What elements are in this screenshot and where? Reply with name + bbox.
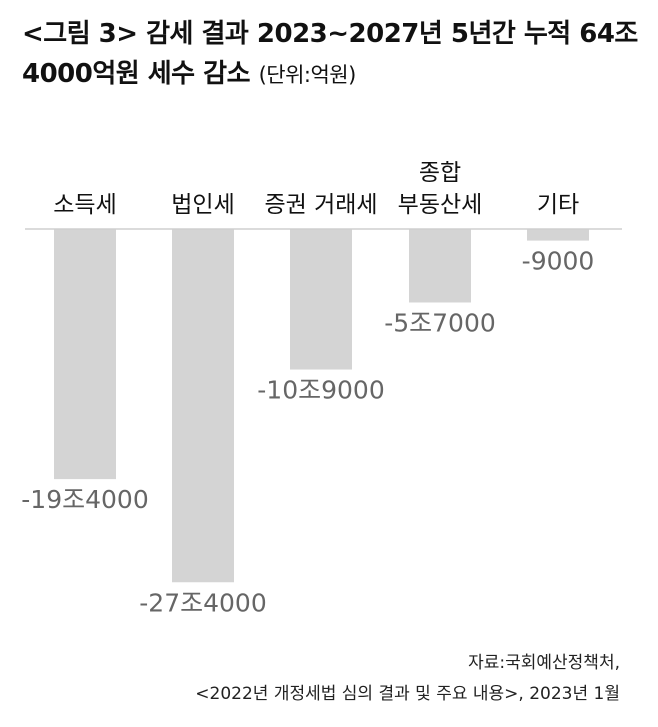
chart-title: <그림 3> 감세 결과 2023~2027년 5년간 누적 64조4000억원… [22,19,638,89]
value-label: -27조4000 [139,588,266,617]
bar [290,229,352,370]
chart-title-block: <그림 3> 감세 결과 2023~2027년 5년간 누적 64조4000억원… [22,14,652,95]
value-label: -10조9000 [257,376,384,405]
category-label: 소득세 [53,192,117,218]
category-label: 증권 거래세 [264,192,378,218]
value-label: -5조7000 [384,308,496,337]
category-label: 법인세 [171,192,235,218]
category-label: 종합 부동산세 [397,160,483,218]
value-label: -19조4000 [21,485,148,514]
bar [54,229,116,480]
bar [527,229,589,241]
chart-subtitle: (단위:억원) [258,63,357,87]
source: <2022년 개정세법 심의 결과 및 주요 내용>, 2023년 1월 [195,684,620,704]
category-label: 기타 [536,192,580,218]
value-label: -9000 [522,247,595,276]
source: 자료:국회예산정책처, [468,653,620,673]
bar [172,229,234,583]
bar [409,229,471,303]
